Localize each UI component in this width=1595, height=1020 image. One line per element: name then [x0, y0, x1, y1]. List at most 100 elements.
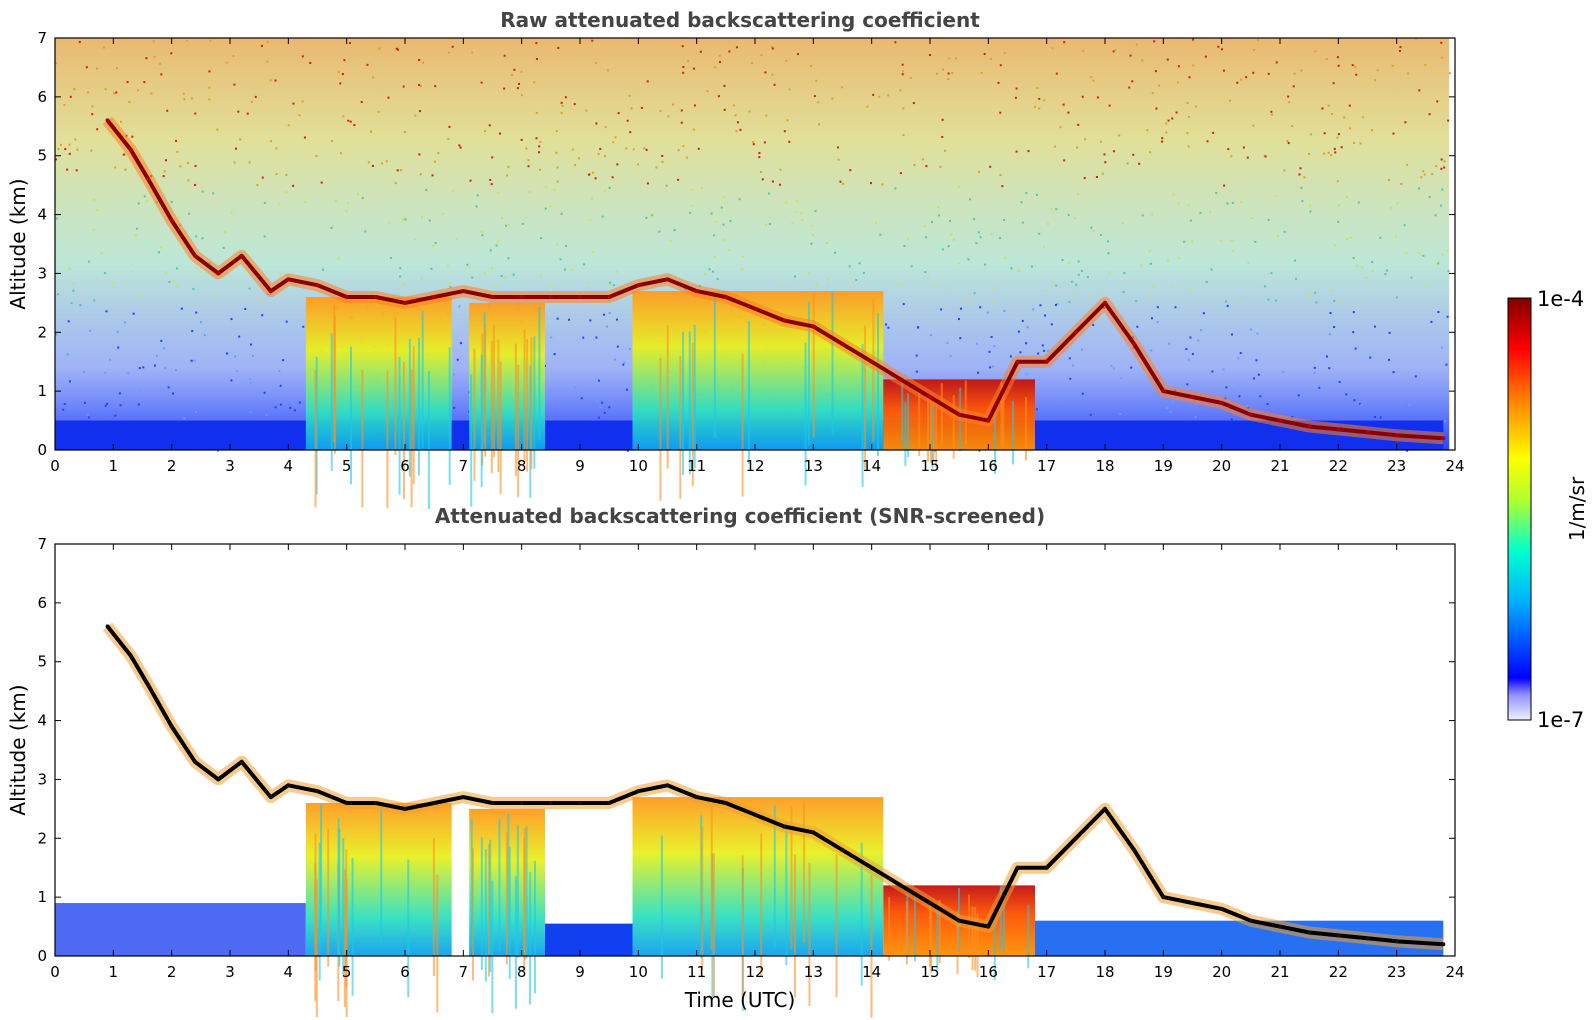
noise-pixel [446, 264, 449, 267]
y-tick-label: 3 [37, 770, 47, 788]
noise-pixel [1406, 449, 1409, 452]
noise-pixel [1338, 380, 1341, 383]
noise-pixel [1270, 272, 1273, 275]
noise-pixel [836, 146, 839, 149]
noise-pixel [1232, 390, 1235, 393]
noise-pixel [1287, 95, 1290, 98]
precip-streak [876, 312, 879, 456]
noise-pixel [1210, 268, 1213, 271]
noise-pixel [763, 141, 766, 144]
noise-pixel [869, 182, 872, 185]
cloud-point [268, 289, 273, 294]
noise-pixel [442, 212, 445, 215]
noise-pixel [1271, 113, 1274, 116]
noise-pixel [924, 271, 927, 274]
noise-pixel [1374, 416, 1377, 419]
cloud-point [128, 147, 133, 152]
noise-pixel [459, 146, 462, 149]
noise-pixel [1330, 154, 1333, 157]
precip-streak [315, 356, 318, 495]
cloud-point [1365, 430, 1370, 435]
noise-pixel [452, 373, 455, 376]
noise-pixel [556, 317, 559, 320]
noise-pixel [1337, 64, 1340, 67]
precip-streak [484, 324, 487, 457]
cloud-point [928, 901, 932, 906]
noise-pixel [553, 188, 556, 191]
noise-pixel [597, 416, 600, 419]
noise-pixel [1003, 309, 1006, 312]
noise-pixel [722, 195, 725, 198]
precip-streak [930, 909, 933, 973]
noise-pixel [266, 41, 269, 44]
noise-pixel [63, 403, 66, 406]
cloud-point [694, 289, 699, 294]
y-axis-label: Altitude (km) [6, 178, 30, 309]
noise-pixel [1178, 256, 1181, 259]
noise-pixel [535, 137, 538, 140]
noise-pixel [128, 101, 131, 104]
cloud-point [782, 824, 787, 829]
noise-pixel [810, 242, 813, 245]
noise-pixel [388, 221, 391, 224]
noise-pixel [603, 411, 606, 414]
noise-pixel [490, 183, 493, 186]
noise-pixel [585, 109, 588, 112]
noise-pixel [947, 78, 950, 81]
noise-pixel [1362, 116, 1365, 119]
noise-pixel [1303, 176, 1306, 179]
noise-pixel [573, 103, 576, 106]
noise-pixel [1149, 295, 1152, 298]
noise-pixel [588, 281, 591, 284]
noise-pixel [484, 130, 487, 133]
noise-pixel [741, 268, 744, 271]
x-axis: 0 1 2 3 4 5 6 7 8 9 10 11 12 13 14 15 16 17 18 19 20 21 22 23 24 [50, 544, 1465, 981]
noise-pixel [770, 46, 773, 49]
noise-pixel [402, 85, 405, 88]
noise-pixel [729, 220, 732, 223]
cloud-point [1190, 395, 1195, 400]
noise-pixel [260, 299, 263, 302]
noise-pixel [1067, 214, 1070, 217]
noise-pixel [716, 278, 719, 281]
noise-pixel [794, 211, 797, 214]
noise-pixel [1336, 56, 1339, 59]
noise-pixel [1396, 202, 1399, 205]
noise-pixel [430, 267, 433, 270]
noise-pixel [594, 61, 597, 64]
noise-pixel [160, 339, 163, 342]
noise-pixel [341, 73, 344, 76]
precip-streak [804, 342, 807, 486]
noise-pixel [1349, 236, 1352, 239]
noise-pixel [626, 119, 629, 122]
noise-pixel [142, 366, 145, 369]
y-tick-label: 6 [37, 594, 47, 612]
noise-pixel [807, 272, 810, 275]
noise-pixel [100, 252, 103, 255]
noise-pixel [1090, 76, 1093, 79]
noise-pixel [87, 260, 90, 263]
noise-pixel [906, 238, 909, 241]
noise-pixel [599, 147, 602, 150]
noise-pixel [1107, 240, 1110, 243]
noise-pixel [193, 359, 196, 362]
noise-pixel [370, 130, 373, 133]
cloud-point [461, 289, 466, 294]
noise-pixel [571, 269, 574, 272]
precip-streak [807, 301, 810, 445]
precip-streak [320, 804, 323, 943]
noise-pixel [1114, 49, 1117, 52]
noise-pixel [510, 74, 513, 77]
noise-pixel [1275, 61, 1278, 64]
noise-pixel [1315, 301, 1318, 304]
noise-pixel [1373, 325, 1376, 328]
noise-pixel [556, 243, 559, 246]
cloud-point [1394, 939, 1399, 944]
noise-pixel [1192, 38, 1195, 41]
noise-pixel [1189, 219, 1192, 222]
noise-pixel [1215, 192, 1218, 195]
noise-pixel [1264, 155, 1267, 158]
noise-pixel [1230, 418, 1233, 421]
noise-pixel [902, 134, 905, 137]
